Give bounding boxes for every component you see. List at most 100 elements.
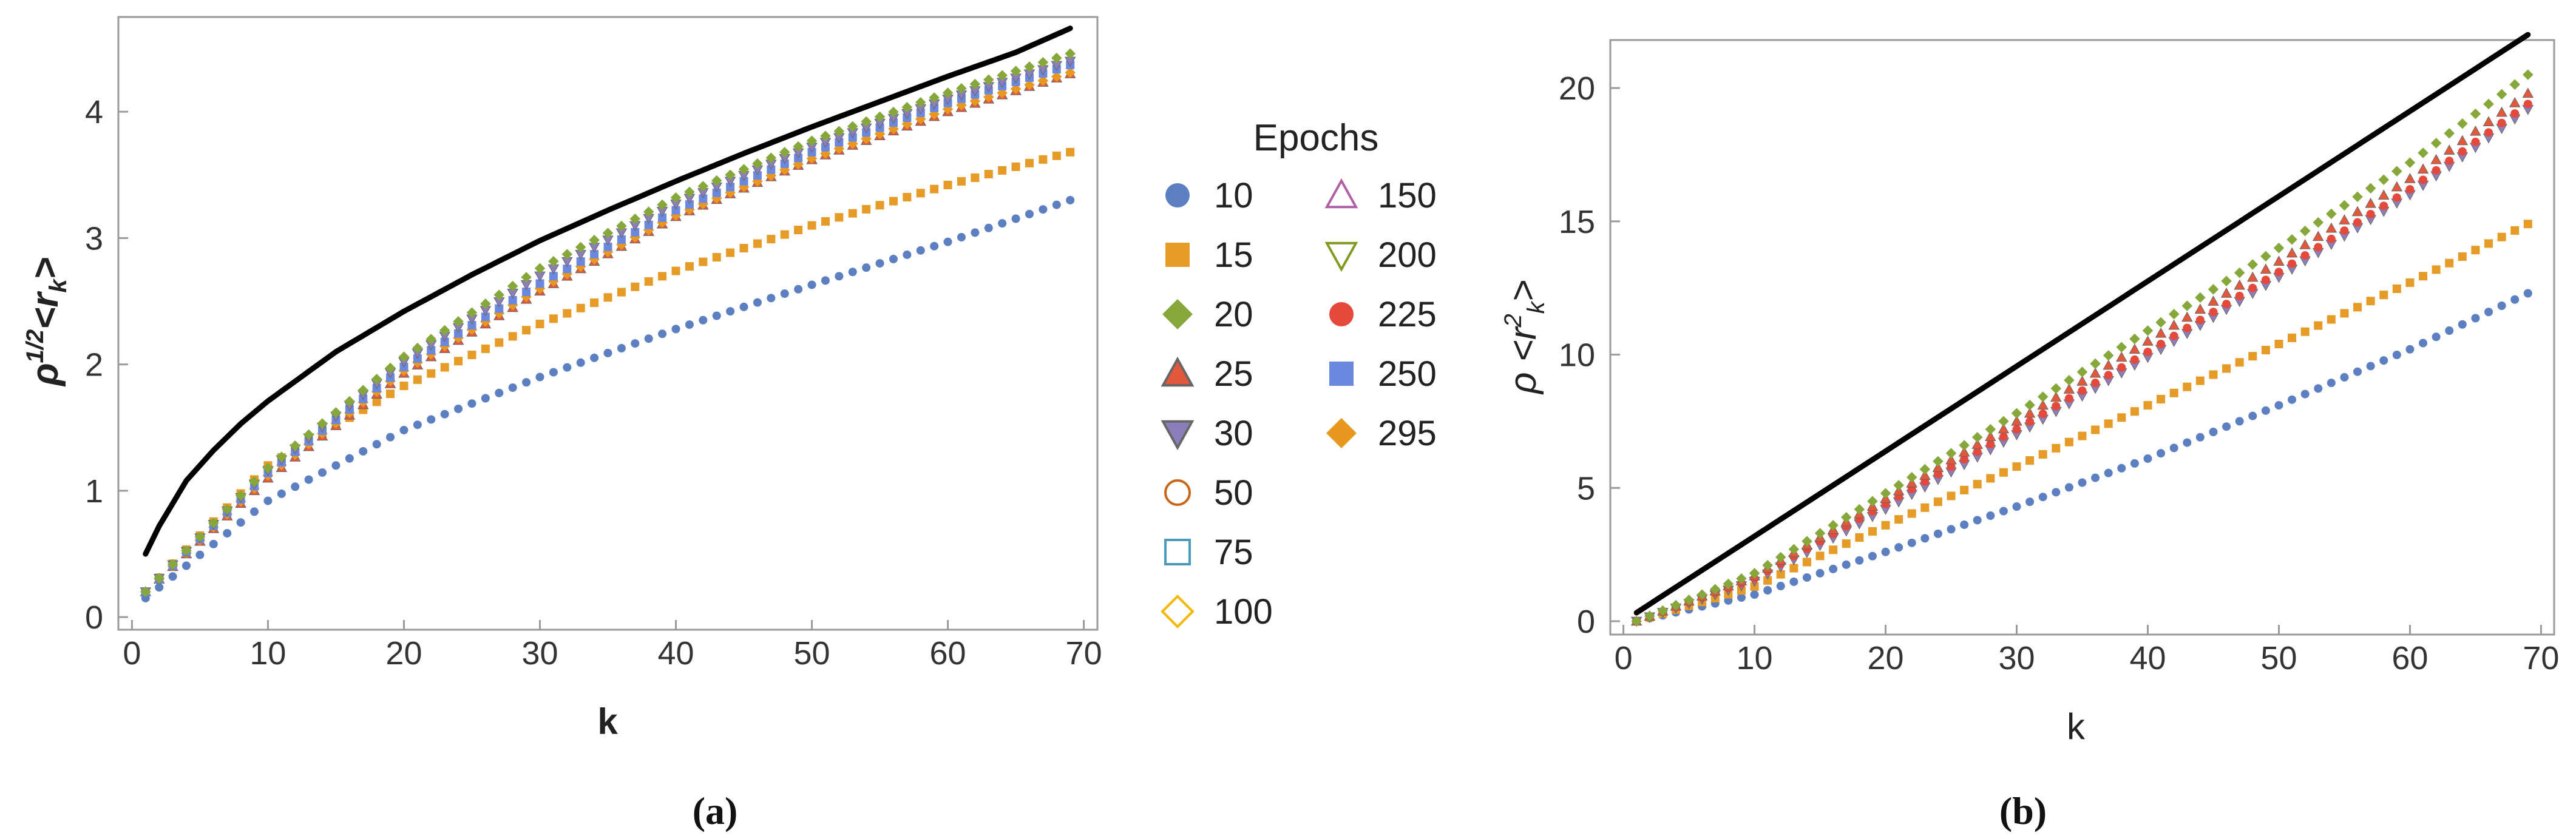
panel-b-point-epochs-25 bbox=[2417, 163, 2429, 174]
panel-a-x-tick-label: 30 bbox=[521, 635, 558, 672]
panel-a-point-epochs-20 bbox=[425, 334, 437, 345]
panel-b-point-epochs-20 bbox=[2076, 366, 2088, 377]
panel-b-theory-curve-layer bbox=[1633, 32, 2531, 616]
panel-a-point-epochs-250 bbox=[726, 183, 735, 192]
panel-b-point-epochs-225 bbox=[1973, 447, 1982, 456]
panel-b-point-epochs-20 bbox=[1788, 544, 1800, 555]
panel-b-point-epochs-10 bbox=[2052, 488, 2061, 497]
panel-a-point-epochs-295 bbox=[1065, 67, 1076, 78]
panel-a-point-epochs-20 bbox=[670, 192, 682, 203]
panel-b-point-epochs-10 bbox=[2484, 308, 2493, 317]
panel-b-point-epochs-20 bbox=[1971, 432, 1983, 443]
panel-b-point-epochs-15 bbox=[2195, 376, 2205, 385]
panel-b-point-epochs-20 bbox=[2064, 375, 2075, 386]
panel-b-point-epochs-25 bbox=[2378, 189, 2390, 200]
panel-a-y-tick-label: 3 bbox=[85, 220, 103, 257]
panel-a-point-epochs-15 bbox=[767, 235, 776, 244]
panel-a-point-epochs-10 bbox=[875, 259, 884, 268]
legend-marker-15 bbox=[1165, 243, 1190, 267]
panel-a-point-epochs-10 bbox=[535, 372, 544, 382]
panel-a-point-epochs-20 bbox=[398, 351, 410, 362]
panel-b-point-epochs-225 bbox=[2314, 243, 2323, 252]
panel-a-point-epochs-20 bbox=[752, 158, 763, 169]
panel-b-x-tick-label: 30 bbox=[1998, 640, 2035, 676]
panel-a-point-epochs-10 bbox=[576, 358, 585, 367]
panel-a-point-epochs-20 bbox=[194, 531, 206, 542]
legend-label-295: 295 bbox=[1378, 414, 1437, 453]
panel-b-y-tick-label: 15 bbox=[1559, 204, 1595, 240]
panel-a-point-epochs-20 bbox=[317, 418, 328, 429]
panel-a-y-tick-label: 2 bbox=[85, 347, 103, 383]
panel-b-point-epochs-20 bbox=[2326, 208, 2337, 220]
panel-a-point-epochs-15 bbox=[1025, 158, 1034, 167]
panel-a-point-epochs-20 bbox=[915, 97, 926, 108]
panel-a-point-epochs-250 bbox=[685, 200, 694, 209]
panel-b-point-epochs-20 bbox=[1854, 504, 1865, 515]
panel-b-point-epochs-20 bbox=[2523, 69, 2534, 80]
panel-a-point-epochs-15 bbox=[848, 209, 857, 218]
panel-b-point-epochs-15 bbox=[2248, 352, 2257, 361]
panel-b-point-epochs-10 bbox=[2209, 428, 2218, 437]
panel-b-point-epochs-15 bbox=[2104, 419, 2113, 428]
panel-a: 0 10 20 30 40 50 60 70 0 1 2 3 4 k ρ1/2<rk> (a) bbox=[22, 16, 1102, 832]
panel-b-point-epochs-10 bbox=[2353, 367, 2362, 376]
panel-a-point-epochs-15 bbox=[984, 169, 993, 178]
panel-b-point-epochs-20 bbox=[2103, 350, 2114, 361]
panel-b-x-tick-label: 70 bbox=[2523, 640, 2559, 676]
panel-b-point-epochs-10 bbox=[2195, 433, 2205, 442]
panel-b-point-epochs-10 bbox=[2012, 502, 2021, 511]
panel-b-point-epochs-10 bbox=[2458, 320, 2467, 329]
panel-b-point-epochs-25 bbox=[2339, 214, 2350, 224]
legend-marker-10 bbox=[1165, 183, 1190, 207]
panel-b-point-epochs-20 bbox=[1933, 456, 1944, 467]
legend-label-30: 30 bbox=[1214, 414, 1253, 453]
panel-b-point-epochs-10 bbox=[2078, 478, 2087, 487]
panel-b-point-epochs-225 bbox=[1960, 454, 1969, 463]
panel-a-point-epochs-250 bbox=[495, 304, 504, 313]
panel-a-y-tick-label: 1 bbox=[85, 473, 103, 510]
panel-a-point-epochs-20 bbox=[725, 169, 736, 181]
panel-b-point-epochs-15 bbox=[1986, 474, 1995, 483]
panel-b-point-epochs-25 bbox=[2181, 311, 2193, 322]
panel-b-point-epochs-10 bbox=[1881, 547, 1890, 556]
legend-label-75: 75 bbox=[1214, 533, 1253, 572]
panel-a-x-ticks: 0 10 20 30 40 50 60 70 bbox=[123, 620, 1102, 672]
panel-a-point-epochs-10 bbox=[685, 320, 694, 329]
panel-b-point-epochs-15 bbox=[2445, 258, 2454, 268]
panel-a-point-epochs-10 bbox=[739, 302, 748, 311]
panel-b-point-epochs-25 bbox=[2142, 335, 2154, 346]
panel-a-point-epochs-15 bbox=[780, 230, 789, 239]
panel-b-point-epochs-10 bbox=[1842, 560, 1851, 569]
panel-a-point-epochs-20 bbox=[249, 476, 260, 487]
legend-marker-150 bbox=[1324, 178, 1358, 209]
panel-a-point-epochs-20 bbox=[793, 141, 804, 152]
panel-a-point-epochs-20 bbox=[643, 206, 654, 217]
panel-b-point-epochs-15 bbox=[1933, 497, 1942, 507]
panel-a-point-epochs-250 bbox=[712, 188, 721, 197]
panel-b-point-epochs-15 bbox=[2064, 437, 2073, 446]
panel-b-point-epochs-10 bbox=[1894, 543, 1903, 552]
panel-a-point-epochs-250 bbox=[440, 337, 449, 346]
panel-a-point-epochs-10 bbox=[658, 329, 667, 339]
legend-marker-50 bbox=[1164, 479, 1191, 506]
panel-b-point-epochs-20 bbox=[1631, 616, 1642, 627]
panel-a-point-epochs-250 bbox=[535, 279, 544, 288]
panel-b-point-epochs-20 bbox=[1945, 448, 1957, 459]
panel-b-point-epochs-15 bbox=[2143, 401, 2152, 410]
panel-a-point-epochs-250 bbox=[481, 312, 490, 322]
panel-a-point-epochs-10 bbox=[712, 311, 721, 320]
panel-b-points-layer bbox=[1630, 69, 2534, 627]
panel-b-point-epochs-20 bbox=[2378, 174, 2389, 186]
panel-b-point-epochs-225 bbox=[2235, 291, 2244, 300]
panel-a-x-tick-label: 50 bbox=[794, 635, 830, 672]
panel-b-point-epochs-15 bbox=[2392, 285, 2401, 294]
panel-b-point-epochs-15 bbox=[2052, 443, 2061, 453]
panel-a-point-epochs-10 bbox=[807, 280, 816, 289]
panel-a-point-epochs-15 bbox=[930, 184, 939, 194]
panel-a-point-epochs-20 bbox=[1024, 61, 1035, 72]
panel-b-x-tick-label: 40 bbox=[2129, 640, 2166, 676]
panel-b-point-epochs-225 bbox=[2484, 128, 2493, 137]
legend-marker-25 bbox=[1161, 356, 1195, 387]
panel-a-point-epochs-250 bbox=[454, 329, 463, 338]
